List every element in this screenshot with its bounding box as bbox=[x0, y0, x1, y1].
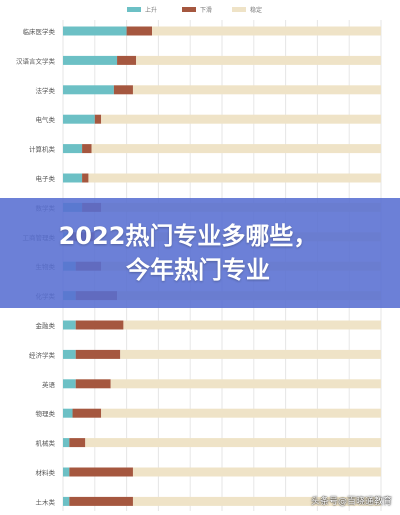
bar-segment bbox=[69, 496, 133, 506]
bar-segment bbox=[75, 320, 124, 330]
bar-segment bbox=[75, 349, 121, 359]
bar-segment bbox=[63, 55, 118, 65]
bar-segment bbox=[72, 408, 102, 418]
bar-segment bbox=[94, 114, 102, 124]
legend-label: 下滑 bbox=[200, 6, 212, 14]
category-label: 计算机类 bbox=[29, 145, 56, 154]
banner-line-1: 2022热门专业多哪些， bbox=[58, 222, 318, 250]
bar-segment bbox=[63, 349, 76, 359]
legend-label: 上升 bbox=[145, 6, 157, 14]
bar-segment bbox=[69, 467, 133, 477]
category-label: 法学类 bbox=[36, 86, 56, 95]
bar-segment bbox=[91, 144, 382, 154]
bar-segment bbox=[63, 467, 70, 477]
bar-segment bbox=[63, 408, 73, 418]
bar-segment bbox=[63, 144, 83, 154]
bar-segment bbox=[75, 379, 111, 389]
bar-segment bbox=[136, 55, 381, 65]
bar-segment bbox=[126, 26, 153, 36]
title-banner: 2022热门专业多哪些， 今年热门专业 bbox=[0, 198, 400, 308]
bar-segment bbox=[82, 173, 89, 183]
bar-segment bbox=[101, 408, 381, 418]
legend-swatch bbox=[182, 7, 196, 12]
bar-segment bbox=[123, 320, 382, 330]
legend-label: 稳定 bbox=[250, 6, 262, 14]
category-label: 汉语言文学类 bbox=[16, 56, 56, 65]
category-label: 英语 bbox=[42, 380, 56, 389]
bar-segment bbox=[69, 438, 86, 448]
bar-segment bbox=[82, 144, 92, 154]
bar-segment bbox=[63, 26, 127, 36]
category-label: 机械类 bbox=[36, 439, 56, 448]
bar-segment bbox=[132, 496, 381, 506]
category-label: 电子类 bbox=[36, 174, 56, 183]
bar-segment bbox=[110, 379, 381, 389]
category-label: 金融类 bbox=[36, 321, 56, 330]
banner-line-2: 今年热门专业 bbox=[126, 256, 270, 284]
bar-segment bbox=[152, 26, 381, 36]
watermark: 头条号@百晓通教育 bbox=[310, 497, 392, 507]
bar-segment bbox=[101, 114, 381, 124]
bar-segment bbox=[63, 173, 83, 183]
legend-swatch bbox=[232, 7, 246, 12]
bar-segment bbox=[113, 85, 133, 95]
category-label: 电气类 bbox=[36, 115, 56, 124]
category-label: 经济学类 bbox=[29, 350, 56, 359]
bar-segment bbox=[117, 55, 137, 65]
category-label: 临床医学类 bbox=[23, 27, 56, 36]
bar-segment bbox=[88, 173, 381, 183]
category-label: 物理类 bbox=[36, 409, 56, 418]
bar-segment bbox=[120, 349, 382, 359]
bar-segment bbox=[63, 320, 76, 330]
bar-segment bbox=[63, 438, 70, 448]
bar-segment bbox=[63, 496, 70, 506]
bar-segment bbox=[63, 114, 95, 124]
bar-segment bbox=[85, 438, 381, 448]
category-label: 材料类 bbox=[36, 468, 56, 477]
bar-segment bbox=[63, 379, 76, 389]
legend: 上升 下滑 稳定 bbox=[127, 6, 262, 14]
bar-segment bbox=[132, 467, 381, 477]
bar-segment bbox=[63, 85, 114, 95]
legend-swatch bbox=[127, 7, 141, 12]
category-label: 土木类 bbox=[36, 497, 56, 506]
bar-segment bbox=[132, 85, 381, 95]
